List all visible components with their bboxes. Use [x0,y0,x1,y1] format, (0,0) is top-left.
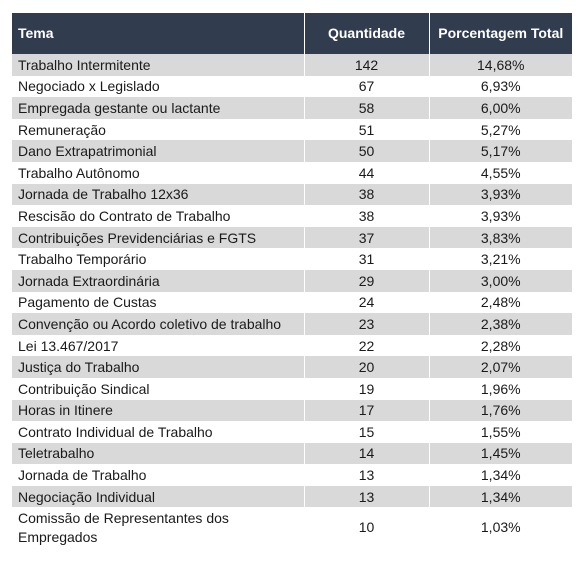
cell-quantidade: 15 [303,421,430,443]
cell-tema: Contribuição Sindical [12,377,305,400]
cell-tema: Convenção ou Acordo coletivo de trabalho [12,313,305,335]
cell-porcentagem: 4,55% [428,161,572,184]
cell-tema: Trabalho Intermitente [12,54,305,76]
cell-porcentagem: 5,17% [428,140,572,162]
cell-tema: Jornada Extraordinária [12,269,305,292]
cell-porcentagem: 3,00% [428,269,572,292]
cell-tema: Negociado x Legislado [12,75,305,98]
cell-porcentagem: 2,48% [428,291,572,314]
cell-porcentagem: 2,38% [428,313,572,335]
cell-quantidade: 23 [303,313,430,335]
table-row: Trabalho Intermitente 142 14,68% [12,54,572,76]
cell-porcentagem: 3,93% [428,183,572,206]
table-row: Teletrabalho 14 1,45% [12,442,572,465]
column-header-quantidade: Quantidade [303,13,430,54]
cell-tema: Trabalho Temporário [12,248,305,270]
cell-tema: Teletrabalho [12,442,305,465]
cell-tema: Lei 13.467/2017 [12,334,305,357]
table-row: Horas in Itinere 17 1,76% [12,399,572,422]
table-row: Jornada de Trabalho 12x36 38 3,93% [12,183,572,206]
cell-tema: Horas in Itinere [12,399,305,422]
cell-porcentagem: 3,83% [428,226,572,249]
cell-quantidade: 24 [303,291,430,314]
cell-quantidade: 13 [303,464,430,486]
table-row: Trabalho Autônomo 44 4,55% [12,161,572,184]
table-row: Contrato Individual de Trabalho 15 1,55% [12,421,572,443]
cell-quantidade: 31 [303,248,430,270]
cell-quantidade: 44 [303,161,430,184]
cell-porcentagem: 14,68% [428,54,572,76]
cell-quantidade: 19 [303,377,430,400]
cell-quantidade: 13 [303,485,430,508]
cell-quantidade: 67 [303,75,430,98]
cell-tema: Empregada gestante ou lactante [12,97,305,119]
table-row: Jornada de Trabalho 13 1,34% [12,464,572,486]
cell-tema: Contrato Individual de Trabalho [12,421,305,443]
topics-table: Tema Quantidade Porcentagem Total Trabal… [12,13,572,549]
cell-porcentagem: 6,00% [428,97,572,119]
cell-quantidade: 17 [303,399,430,422]
cell-quantidade: 10 [303,507,430,549]
table-row: Trabalho Temporário 31 3,21% [12,248,572,270]
cell-tema: Dano Extrapatrimonial [12,140,305,162]
table-row: Contribuição Sindical 19 1,96% [12,377,572,400]
cell-porcentagem: 1,03% [428,507,572,549]
cell-tema: Rescisão do Contrato de Trabalho [12,205,305,227]
cell-quantidade: 22 [303,334,430,357]
table-row: Lei 13.467/2017 22 2,28% [12,334,572,357]
cell-tema: Remuneração [12,118,305,141]
cell-porcentagem: 5,27% [428,118,572,141]
cell-tema: Contribuições Previdenciárias e FGTS [12,226,305,249]
cell-quantidade: 142 [303,54,430,76]
cell-quantidade: 38 [303,205,430,227]
cell-tema: Pagamento de Custas [12,291,305,314]
cell-tema: Justiça do Trabalho [12,356,305,378]
cell-porcentagem: 1,45% [428,442,572,465]
cell-quantidade: 29 [303,269,430,292]
cell-quantidade: 58 [303,97,430,119]
cell-porcentagem: 2,07% [428,356,572,378]
column-header-tema: Tema [12,13,305,54]
cell-quantidade: 38 [303,183,430,206]
table-row: Empregada gestante ou lactante 58 6,00% [12,97,572,119]
table-row: Remuneração 51 5,27% [12,118,572,141]
cell-quantidade: 50 [303,140,430,162]
cell-quantidade: 20 [303,356,430,378]
table-header: Tema Quantidade Porcentagem Total [12,13,572,54]
cell-porcentagem: 1,55% [428,421,572,443]
table-row: Convenção ou Acordo coletivo de trabalho… [12,313,572,335]
cell-porcentagem: 3,21% [428,248,572,270]
table-row: Dano Extrapatrimonial 50 5,17% [12,140,572,162]
cell-porcentagem: 6,93% [428,75,572,98]
cell-tema: Trabalho Autônomo [12,161,305,184]
table-row: Pagamento de Custas 24 2,48% [12,291,572,314]
cell-tema: Jornada de Trabalho 12x36 [12,183,305,206]
table-row: Rescisão do Contrato de Trabalho 38 3,93% [12,205,572,227]
cell-porcentagem: 1,34% [428,485,572,508]
table-row: Justiça do Trabalho 20 2,07% [12,356,572,378]
cell-porcentagem: 1,96% [428,377,572,400]
table-row: Contribuições Previdenciárias e FGTS 37 3,… [12,226,572,249]
header-row: Tema Quantidade Porcentagem Total [12,13,572,54]
cell-quantidade: 14 [303,442,430,465]
table-container: Tema Quantidade Porcentagem Total Trabal… [12,13,572,549]
table-row: Negociação Individual 13 1,34% [12,485,572,508]
cell-porcentagem: 2,28% [428,334,572,357]
cell-tema: Negociação Individual [12,485,305,508]
cell-quantidade: 51 [303,118,430,141]
column-header-porcentagem: Porcentagem Total [428,13,572,54]
cell-porcentagem: 1,76% [428,399,572,422]
cell-porcentagem: 3,93% [428,205,572,227]
table-body: Trabalho Intermitente 142 14,68% Negociado … [12,54,572,549]
cell-tema: Comissão de Representantes dos Empregado… [12,507,305,549]
cell-quantidade: 37 [303,226,430,249]
table-row: Jornada Extraordinária 29 3,00% [12,269,572,292]
table-row: Comissão de Representantes dos Empregado… [12,507,572,549]
cell-porcentagem: 1,34% [428,464,572,486]
cell-tema: Jornada de Trabalho [12,464,305,486]
table-row: Negociado x Legislado 67 6,93% [12,75,572,98]
